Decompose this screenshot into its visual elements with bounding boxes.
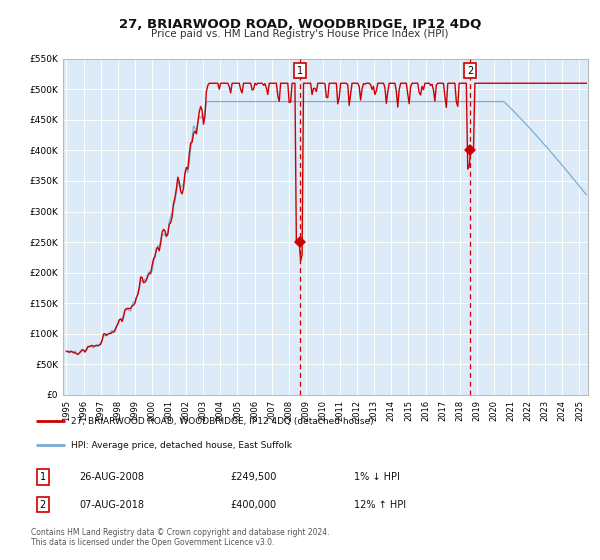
Text: 27, BRIARWOOD ROAD, WOODBRIDGE, IP12 4DQ (detached house): 27, BRIARWOOD ROAD, WOODBRIDGE, IP12 4DQ…	[71, 417, 373, 426]
Text: 2: 2	[40, 500, 46, 510]
Text: Price paid vs. HM Land Registry's House Price Index (HPI): Price paid vs. HM Land Registry's House …	[151, 29, 449, 39]
Text: 07-AUG-2018: 07-AUG-2018	[79, 500, 144, 510]
Text: 26-AUG-2008: 26-AUG-2008	[79, 472, 144, 482]
Text: Contains HM Land Registry data © Crown copyright and database right 2024.: Contains HM Land Registry data © Crown c…	[31, 528, 330, 536]
Text: 27, BRIARWOOD ROAD, WOODBRIDGE, IP12 4DQ: 27, BRIARWOOD ROAD, WOODBRIDGE, IP12 4DQ	[119, 18, 481, 31]
Text: £400,000: £400,000	[231, 500, 277, 510]
Text: 1: 1	[40, 472, 46, 482]
Text: £249,500: £249,500	[231, 472, 277, 482]
Text: 1: 1	[297, 66, 303, 76]
Text: This data is licensed under the Open Government Licence v3.0.: This data is licensed under the Open Gov…	[31, 538, 275, 547]
Text: 12% ↑ HPI: 12% ↑ HPI	[354, 500, 406, 510]
Text: 1% ↓ HPI: 1% ↓ HPI	[354, 472, 400, 482]
Text: 2: 2	[467, 66, 473, 76]
Text: HPI: Average price, detached house, East Suffolk: HPI: Average price, detached house, East…	[71, 441, 292, 450]
